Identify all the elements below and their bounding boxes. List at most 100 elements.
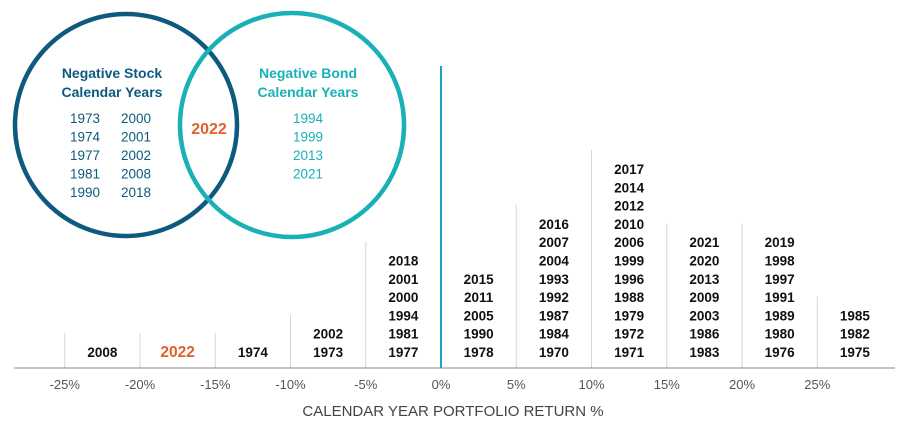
year-label: 1983 (689, 345, 720, 360)
year-label: 2012 (614, 199, 644, 214)
year-label: 1991 (765, 290, 796, 305)
year-label: 1999 (614, 254, 644, 269)
year-label: 1978 (464, 345, 495, 360)
year-label: 2001 (388, 272, 419, 287)
year-label: 1984 (539, 327, 570, 342)
year-label: 2005 (464, 308, 495, 323)
year-label: 1992 (539, 290, 569, 305)
bond-title-line-1: Negative Bond (259, 65, 357, 81)
x-tick-label: 0% (432, 377, 451, 392)
bin-column: 2015 2011 2005 1990 1978 (464, 272, 495, 360)
x-axis-ticks: -25% -20% -15% -10% -5% 0% 5% 10% 15% 20% 25% (50, 377, 831, 392)
year-label: 2015 (464, 272, 495, 287)
year-label: 1970 (539, 345, 569, 360)
x-tick-label: 5% (507, 377, 526, 392)
year-label: 1987 (539, 308, 569, 323)
year-label: 2019 (765, 235, 795, 250)
negative-stock-circle (12, 11, 240, 239)
highlighted-year-label: 2022 (160, 344, 194, 361)
year-label: 1979 (614, 308, 644, 323)
year-label: 1982 (840, 327, 870, 342)
x-axis-label: CALENDAR YEAR PORTFOLIO RETURN % (302, 403, 603, 420)
negative-bond-circle (177, 10, 407, 240)
bin-column: 1974 (238, 345, 269, 360)
stock-year: 1981 (70, 167, 100, 182)
year-label: 1993 (539, 272, 570, 287)
year-label: 1974 (238, 345, 269, 360)
bin-column: 2017 2014 2012 2010 2006 1999 1996 1988 1979 1972… (614, 162, 645, 360)
year-label: 1980 (765, 327, 795, 342)
year-label: 2008 (87, 345, 118, 360)
stock-year: 1973 (70, 111, 100, 126)
x-tick-label: -15% (200, 377, 231, 392)
x-tick-label: -25% (50, 377, 81, 392)
year-label: 2021 (689, 235, 720, 250)
bin-column: 2022 (160, 344, 194, 361)
stock-year: 2008 (121, 167, 151, 182)
year-label: 2017 (614, 162, 644, 177)
bin-column: 1985 1982 1975 (840, 308, 871, 360)
bond-year: 1999 (293, 130, 323, 145)
year-label: 1990 (464, 327, 494, 342)
year-label: 1986 (689, 327, 720, 342)
year-label: 1976 (765, 345, 796, 360)
year-label: 1977 (388, 345, 418, 360)
year-label: 2000 (388, 290, 418, 305)
x-tick-label: 25% (804, 377, 830, 392)
year-label: 2014 (614, 180, 645, 195)
stock-year: 1977 (70, 148, 100, 163)
venn-diagram: Negative Stock Calendar Years Negative B… (12, 10, 407, 240)
bin-column: 2019 1998 1997 1991 1989 1980 1976 (765, 235, 796, 360)
bond-years-list: 1994 1999 2013 2021 (293, 111, 324, 182)
year-label: 2009 (689, 290, 719, 305)
x-tick-label: 20% (729, 377, 755, 392)
year-label: 1994 (388, 308, 419, 323)
year-label: 1972 (614, 327, 644, 342)
year-label: 2010 (614, 217, 644, 232)
bin-column: 2016 2007 2004 1993 1992 1987 1984 1970 (539, 217, 570, 360)
year-label: 2003 (689, 308, 720, 323)
bin-column: 2018 2001 2000 1994 1981 1977 (388, 254, 419, 361)
year-label: 1971 (614, 345, 645, 360)
bond-year: 2021 (293, 167, 323, 182)
stock-year: 1990 (70, 185, 100, 200)
year-label: 1985 (840, 308, 871, 323)
year-label: 2018 (388, 254, 419, 269)
stock-year: 2018 (121, 185, 151, 200)
year-label: 2013 (689, 272, 720, 287)
bond-year: 1994 (293, 111, 324, 126)
year-label: 2020 (689, 254, 719, 269)
year-label: 2004 (539, 254, 570, 269)
year-label: 2002 (313, 327, 343, 342)
bin-column: 2008 (87, 345, 118, 360)
stock-years-list: 1973 1974 1977 1981 1990 2000 2001 2002 2008 2018 (70, 111, 151, 200)
stock-title-line-1: Negative Stock (62, 65, 163, 81)
stock-year: 1974 (70, 130, 101, 145)
bin-column: 2021 2020 2013 2009 2003 1986 1983 (689, 235, 720, 360)
x-tick-label: 10% (578, 377, 604, 392)
year-label: 2007 (539, 235, 569, 250)
x-tick-label: -5% (354, 377, 378, 392)
year-label: 1989 (765, 308, 795, 323)
year-label: 2011 (464, 290, 494, 305)
bin-year-stacks: 2008 2022 1974 2002 1973 2018 2001 2000 1994 1981… (87, 162, 870, 361)
bond-title-line-2: Calendar Years (258, 84, 359, 100)
year-label: 2016 (539, 217, 570, 232)
year-label: 1996 (614, 272, 645, 287)
x-tick-label: -20% (125, 377, 156, 392)
year-label: 1997 (765, 272, 795, 287)
stock-year: 2002 (121, 148, 151, 163)
year-label: 1981 (388, 327, 419, 342)
year-label: 1973 (313, 345, 344, 360)
x-tick-label: 15% (654, 377, 680, 392)
stock-year: 2001 (121, 130, 151, 145)
year-label: 1998 (765, 254, 796, 269)
overlap-year-label: 2022 (191, 121, 227, 138)
stock-year: 2000 (121, 111, 151, 126)
year-label: 1975 (840, 345, 871, 360)
year-label: 1988 (614, 290, 645, 305)
bond-year: 2013 (293, 148, 323, 163)
x-tick-label: -10% (275, 377, 306, 392)
